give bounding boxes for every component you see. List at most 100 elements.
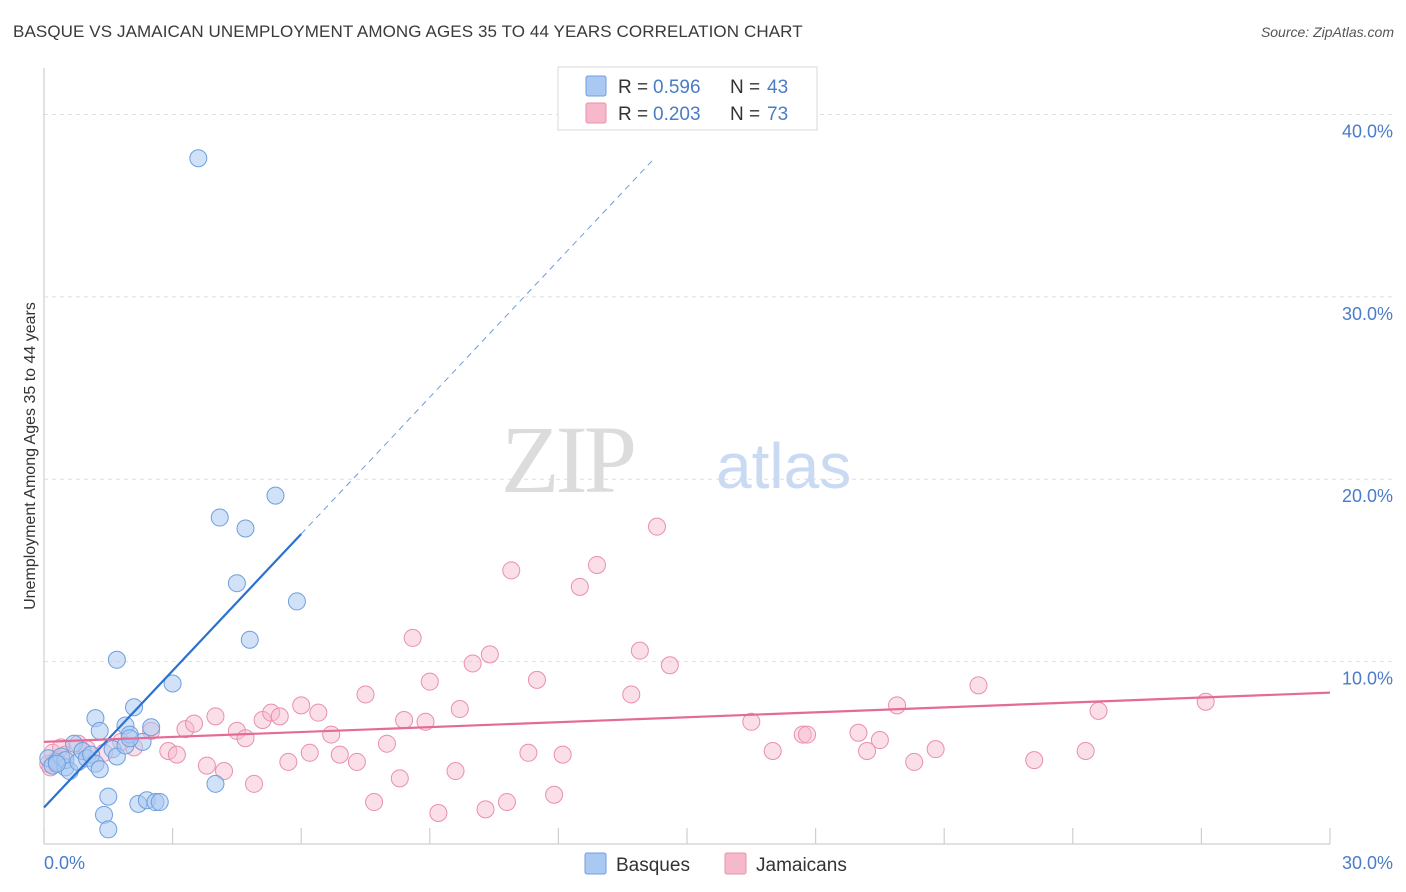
jamaican-point	[395, 710, 414, 729]
basque-point	[266, 486, 285, 505]
jamaican-point	[420, 672, 439, 691]
basque-point	[47, 754, 66, 773]
jamaican-point	[322, 725, 341, 744]
basque-trend-line	[43, 533, 303, 809]
jamaican-point	[622, 685, 641, 704]
legend-label-basques[interactable]: Basques	[616, 855, 690, 876]
jamaican-point	[630, 641, 649, 660]
y-tick-label: 30.0%	[1342, 304, 1393, 324]
jamaican-point	[476, 800, 495, 819]
jamaican-point	[262, 703, 281, 722]
jamaican-point	[798, 725, 817, 744]
gridlines	[44, 113, 1395, 663]
jamaican-point	[403, 628, 422, 647]
jamaican-point	[587, 555, 606, 574]
jamaican-point	[553, 745, 572, 764]
jamaican-point	[279, 752, 298, 771]
legend-r-value: 0.203	[653, 104, 701, 125]
legend-swatch-basques[interactable]	[584, 852, 607, 875]
jamaican-point	[463, 654, 482, 673]
legend-swatch-jamaicans	[585, 102, 607, 124]
jamaican-trend-line	[43, 691, 1331, 743]
jamaican-point	[480, 645, 499, 664]
jamaican-point	[356, 685, 375, 704]
basque-point	[227, 574, 246, 593]
jamaican-point	[849, 723, 868, 742]
legend-n-label: N =	[730, 104, 760, 125]
legend-swatch-jamaicans[interactable]	[724, 852, 747, 875]
y-tick-label: 40.0%	[1342, 121, 1393, 141]
jamaican-point	[159, 741, 178, 760]
jamaican-point	[215, 762, 234, 781]
basque-point	[107, 650, 126, 669]
y-tick-label: 20.0%	[1342, 486, 1393, 506]
x-tick-label: 0.0%	[44, 853, 85, 873]
jamaican-point	[793, 725, 812, 744]
jamaican-point	[377, 734, 396, 753]
basque-point	[125, 698, 144, 717]
jamaican-point	[763, 741, 782, 760]
watermark-atlas: atlas	[716, 430, 851, 502]
chart-title: BASQUE VS JAMAICAN UNEMPLOYMENT AMONG AG…	[13, 22, 803, 41]
trend-lines	[43, 159, 1331, 809]
basque-point	[142, 718, 161, 737]
jamaican-point	[519, 743, 538, 762]
jamaican-point	[185, 714, 204, 733]
jamaican-point	[197, 756, 216, 775]
basque-point	[210, 508, 229, 527]
jamaican-point	[1196, 692, 1215, 711]
jamaican-point	[969, 676, 988, 695]
series-legend: Basques Jamaicans	[584, 852, 847, 876]
watermark: ZIP atlas	[501, 406, 851, 513]
jamaican-point	[236, 729, 255, 748]
jamaican-point	[527, 670, 546, 689]
jamaican-point	[742, 712, 761, 731]
correlation-legend: R = 0.596 N = 43 R = 0.203 N = 73	[557, 66, 818, 131]
jamaican-point	[545, 785, 564, 804]
jamaican-point	[176, 720, 195, 739]
basque-point	[90, 760, 109, 779]
jamaican-point	[270, 707, 289, 726]
legend-swatch-basques	[585, 75, 607, 97]
jamaican-point	[497, 793, 516, 812]
basque-point	[163, 674, 182, 693]
basque-point	[99, 787, 118, 806]
watermark-zip: ZIP	[501, 406, 634, 513]
jamaican-point	[905, 752, 924, 771]
jamaican-point	[300, 743, 319, 762]
basque-point	[150, 793, 169, 812]
jamaican-point	[206, 707, 225, 726]
basque-point	[287, 592, 306, 611]
jamaican-point	[429, 803, 448, 822]
basque-point	[206, 774, 225, 793]
y-tick-label: 10.0%	[1342, 669, 1393, 689]
jamaican-point	[870, 731, 889, 750]
jamaican-point	[347, 752, 366, 771]
jamaican-point	[858, 741, 877, 760]
basque-point	[90, 721, 109, 740]
jamaican-point	[1089, 701, 1108, 720]
axes	[43, 68, 1331, 845]
jamaican-point	[245, 774, 264, 793]
jamaican-point	[309, 703, 328, 722]
jamaican-point	[570, 577, 589, 596]
legend-n-label: N =	[730, 77, 760, 98]
jamaican-point	[446, 762, 465, 781]
basque-trend-extension	[300, 159, 654, 535]
jamaican-point	[167, 745, 186, 764]
legend-n-value: 43	[767, 77, 788, 98]
x-tick-label: 30.0%	[1342, 853, 1393, 873]
jamaican-point	[888, 696, 907, 715]
basque-point	[236, 519, 255, 538]
basque-point	[189, 149, 208, 168]
legend-r-value: 0.596	[653, 77, 701, 98]
jamaican-point	[647, 517, 666, 536]
basque-point	[240, 630, 259, 649]
jamaican-point	[365, 793, 384, 812]
basques-points	[39, 149, 306, 839]
jamaican-point	[502, 561, 521, 580]
jamaican-point	[1025, 751, 1044, 770]
source-label: Source: ZipAtlas.com	[1260, 24, 1394, 40]
jamaican-point	[1076, 741, 1095, 760]
legend-label-jamaicans[interactable]: Jamaicans	[756, 855, 847, 876]
